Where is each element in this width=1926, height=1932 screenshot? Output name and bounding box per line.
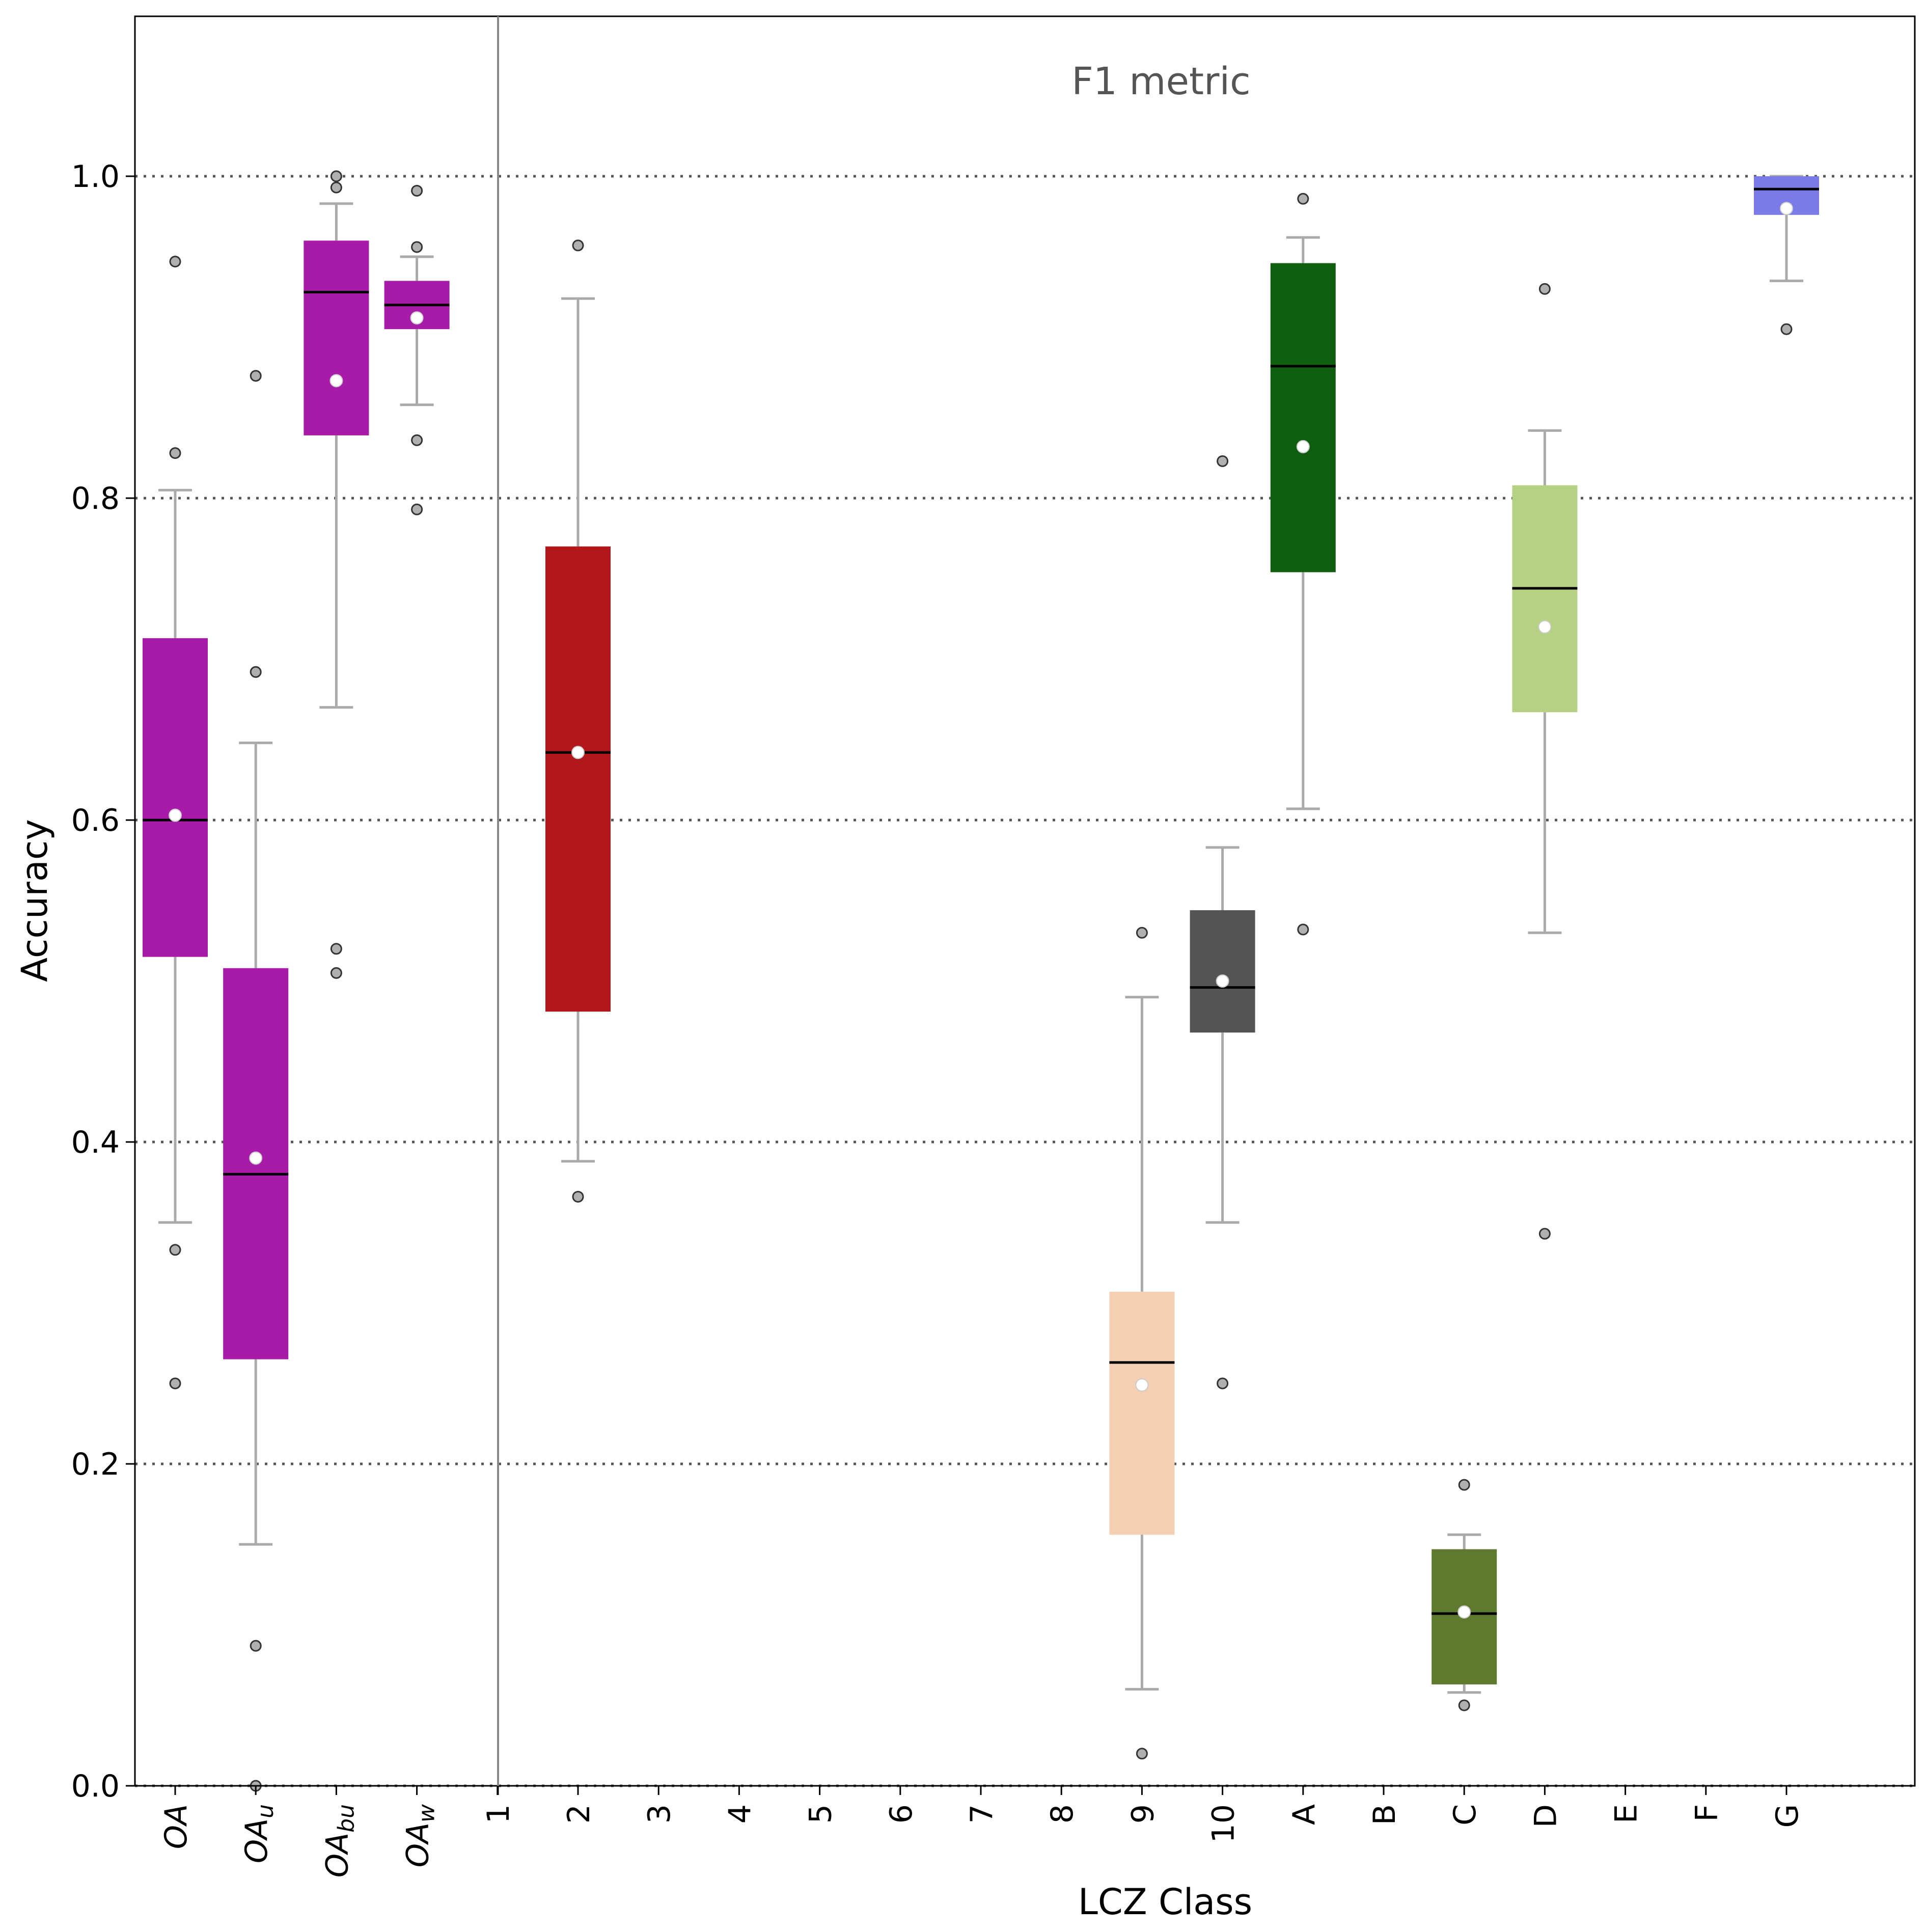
- mean-point: [329, 374, 343, 388]
- outlier-point: [250, 1640, 262, 1652]
- box-OAw: [384, 184, 450, 515]
- box-OAu: [223, 370, 289, 1792]
- outlier-point: [411, 241, 423, 253]
- plot-frame: [134, 15, 1916, 1787]
- mean-point: [1296, 440, 1310, 453]
- box-OA: [143, 255, 208, 1390]
- y-tick-label: 0.2: [71, 1447, 120, 1482]
- x-tick-label: OAbu: [319, 1804, 359, 1877]
- mean-point: [1457, 1605, 1471, 1619]
- mean-point: [1538, 620, 1552, 634]
- x-tick-label: 4: [722, 1804, 758, 1824]
- outlier-point: [1538, 1228, 1551, 1240]
- chart-title: F1 metric: [1071, 60, 1250, 103]
- x-tick-label: OAu: [239, 1804, 279, 1863]
- box-D: [1512, 283, 1578, 1240]
- x-tick-label: E: [1609, 1804, 1644, 1824]
- x-tick-label: 9: [1125, 1804, 1161, 1824]
- x-tick-label: 8: [1044, 1804, 1080, 1824]
- y-tick-label: 0.4: [71, 1125, 120, 1160]
- box-iqr: [143, 638, 208, 957]
- x-tick-label: A: [1286, 1804, 1322, 1825]
- outlier-point: [169, 447, 181, 459]
- box-iqr: [1109, 1291, 1175, 1535]
- box-plots: [143, 170, 1819, 1792]
- box-9: [1109, 927, 1175, 1760]
- outlier-point: [411, 184, 423, 197]
- outlier-point: [1538, 283, 1551, 295]
- x-tick-label: F: [1689, 1804, 1725, 1822]
- mean-point: [571, 746, 585, 759]
- outlier-point: [1136, 1748, 1148, 1760]
- outlier-point: [572, 1190, 584, 1203]
- box-2: [545, 239, 611, 1203]
- outlier-point: [250, 370, 262, 382]
- x-tick-label: 6: [884, 1804, 919, 1824]
- x-tick-label: D: [1528, 1804, 1563, 1828]
- box-G: [1754, 175, 1819, 335]
- outlier-point: [169, 1244, 181, 1256]
- outlier-point: [330, 943, 342, 955]
- outlier-point: [1297, 923, 1309, 936]
- outlier-point: [169, 1377, 181, 1390]
- mean-point: [1780, 202, 1793, 215]
- outlier-point: [572, 239, 584, 252]
- box-iqr: [545, 546, 611, 1012]
- outlier-point: [1458, 1699, 1470, 1711]
- x-tick-label: C: [1447, 1804, 1483, 1826]
- box-C: [1432, 1479, 1497, 1711]
- x-tick-label: 1: [481, 1804, 516, 1824]
- box-A: [1270, 193, 1336, 936]
- x-tick-label: B: [1367, 1804, 1402, 1825]
- outlier-point: [411, 434, 423, 446]
- x-tick-label: OAw: [400, 1804, 440, 1867]
- outlier-point: [1780, 323, 1793, 335]
- y-axis-title: Accuracy: [14, 819, 56, 982]
- outlier-point: [250, 666, 262, 678]
- outlier-point: [330, 170, 342, 182]
- box-iqr: [1512, 485, 1578, 713]
- outlier-point: [1217, 1377, 1229, 1390]
- outlier-point: [330, 181, 342, 194]
- x-tick-label: 2: [561, 1804, 597, 1824]
- x-tick-label: G: [1770, 1804, 1805, 1828]
- x-tick-label: 10: [1206, 1804, 1242, 1843]
- x-tick-label: OA: [158, 1804, 194, 1849]
- y-tick-label: 0.6: [71, 803, 120, 838]
- y-tick-label: 0.0: [71, 1768, 120, 1804]
- box-10: [1190, 455, 1255, 1390]
- box-OAbu: [304, 170, 369, 979]
- x-tick-label: 5: [803, 1804, 839, 1824]
- y-axis: 0.0 0.2 0.4 0.6 0.8 1.0: [71, 159, 135, 1804]
- mean-point: [169, 808, 182, 822]
- box-iqr: [304, 240, 369, 436]
- x-tick-label: 7: [964, 1804, 1000, 1824]
- outlier-point: [1136, 927, 1148, 939]
- outlier-point: [169, 255, 181, 267]
- x-axis: OA OAu OAbu OAw 1 2 3 4 5 6 7 8 9 10 A B C D E F G: [158, 1786, 1805, 1877]
- outlier-point: [330, 967, 342, 979]
- outlier-point: [1458, 1479, 1470, 1491]
- x-tick-label: 3: [642, 1804, 677, 1824]
- outlier-point: [411, 503, 423, 515]
- y-tick-label: 0.8: [71, 481, 120, 516]
- mean-point: [249, 1151, 263, 1165]
- box-iqr: [1190, 910, 1255, 1033]
- y-tick-label: 1.0: [71, 159, 120, 195]
- mean-point: [1216, 974, 1229, 988]
- outlier-point: [1297, 193, 1309, 205]
- mean-point: [410, 311, 424, 325]
- x-axis-title: LCZ Class: [1078, 1881, 1252, 1923]
- box-iqr: [1270, 263, 1336, 573]
- mean-point: [1135, 1378, 1149, 1392]
- outlier-point: [1217, 455, 1229, 467]
